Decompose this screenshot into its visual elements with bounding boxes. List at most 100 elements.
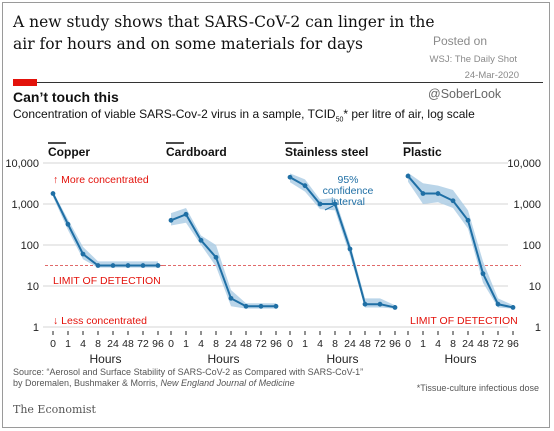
- x-tick-label: 0: [287, 338, 293, 350]
- data-point: [273, 303, 279, 309]
- x-tick-label: 1: [420, 338, 426, 350]
- x-tick-label: 8: [213, 338, 219, 350]
- subtitle-prefix: Concentration of viable SARS-Cov-2 virus…: [13, 107, 336, 121]
- x-tick-label: 96: [389, 338, 401, 350]
- x-tick-label: 4: [80, 338, 86, 350]
- x-tick-label: 4: [317, 338, 323, 350]
- data-point: [347, 246, 353, 252]
- source-note: Source: “Aerosol and Surface Stability o…: [13, 367, 393, 389]
- data-point: [95, 263, 101, 268]
- data-point: [332, 201, 338, 207]
- data-point: [183, 211, 189, 217]
- data-point: [362, 301, 368, 307]
- x-tick-label: 1: [183, 338, 189, 350]
- confidence-band: [53, 191, 158, 268]
- x-tick-label: 4: [435, 338, 441, 350]
- ci-label-line: 95%: [337, 174, 358, 186]
- y-tick-label-left: 1: [33, 322, 39, 334]
- posted-source-label: WSJ: The Daily Shot: [429, 54, 517, 65]
- x-tick-label: 24: [344, 338, 356, 350]
- subtitle-subscript: 50: [335, 116, 344, 124]
- brand-name: The Economist: [13, 403, 96, 416]
- y-tick-label-left: 100: [21, 240, 39, 252]
- title-rule: [13, 82, 543, 83]
- x-tick-label: 72: [255, 338, 267, 350]
- data-point: [302, 183, 308, 189]
- y-tick-label-right: 10,000: [507, 158, 541, 170]
- series-line: [170, 213, 276, 308]
- x-tick-label: 0: [405, 338, 411, 350]
- x-tick-label: 24: [107, 338, 119, 350]
- source-line-2: by Doremalen, Bushmaker & Morris, New En…: [13, 378, 393, 389]
- source-authors: by Doremalen, Bushmaker & Morris,: [13, 378, 161, 388]
- x-tick-label: 8: [450, 338, 456, 350]
- data-point: [125, 263, 131, 268]
- limit-of-detection-label: LIMIT OF DETECTION: [53, 275, 161, 287]
- panel-title: Plastic: [403, 145, 442, 159]
- data-point: [435, 191, 441, 196]
- data-point: [155, 263, 161, 268]
- chart-frame: A new study shows that SARS-CoV-2 can li…: [2, 2, 550, 428]
- x-tick-label: 4: [198, 338, 204, 350]
- ci-label-line: interval: [331, 196, 365, 208]
- data-point: [480, 271, 486, 277]
- data-point: [110, 263, 116, 268]
- data-point: [450, 198, 456, 204]
- confidence-band: [408, 172, 513, 309]
- confidence-band: [290, 173, 395, 309]
- x-tick-label: 96: [507, 338, 519, 350]
- y-tick-label-left: 10,000: [5, 158, 39, 170]
- footnote: *Tissue-culture infectious dose: [416, 383, 539, 393]
- subtitle-suffix: * per litre of air, log scale: [343, 107, 475, 121]
- series-line: [289, 176, 396, 309]
- limit-of-detection-label: LIMIT OF DETECTION: [410, 315, 518, 327]
- data-point: [50, 191, 56, 196]
- panel-title: Stainless steel: [285, 145, 368, 159]
- data-point: [317, 201, 323, 207]
- x-tick-label: 96: [152, 338, 164, 350]
- x-tick-label: 48: [359, 338, 371, 350]
- posted-on-label: Posted on: [432, 34, 487, 48]
- x-tick-label: 48: [122, 338, 134, 350]
- data-point: [168, 217, 174, 223]
- x-tick-label: 0: [50, 338, 56, 350]
- x-tick-label: 48: [240, 338, 252, 350]
- less-concentrated-label: ↓ Less concentrated: [53, 315, 147, 327]
- panel-title: Cardboard: [166, 145, 227, 159]
- y-tick-label-right: 1,000: [513, 199, 541, 211]
- x-tick-label: 1: [65, 338, 71, 350]
- x-axis-label: Hours: [326, 352, 358, 366]
- more-concentrated-label: ↑ More concentrated: [53, 174, 149, 186]
- data-point: [198, 237, 204, 243]
- data-point: [140, 263, 146, 268]
- data-point: [65, 221, 71, 227]
- data-point: [258, 303, 264, 309]
- confidence-band: [171, 207, 276, 309]
- y-tick-label-right: 100: [523, 240, 541, 252]
- data-point: [405, 173, 411, 179]
- x-tick-label: 72: [492, 338, 504, 350]
- source-journal: New England Journal of Medicine: [160, 378, 295, 388]
- y-tick-label-left: 10: [27, 281, 39, 293]
- series-line: [407, 175, 514, 309]
- x-tick-label: 8: [95, 338, 101, 350]
- x-tick-label: 24: [225, 338, 237, 350]
- headline: A new study shows that SARS-CoV-2 can li…: [13, 13, 435, 53]
- data-point: [377, 301, 383, 307]
- chart-title: Can’t touch this: [13, 89, 119, 105]
- x-tick-label: 1: [302, 338, 308, 350]
- ci-label-line: confidence: [323, 185, 374, 197]
- x-tick-label: 24: [462, 338, 474, 350]
- data-point: [465, 217, 471, 223]
- x-tick-label: 72: [137, 338, 149, 350]
- panel-title: Copper: [48, 145, 90, 159]
- ci-label-pointer: [324, 205, 334, 211]
- data-point: [392, 305, 398, 310]
- data-point: [495, 301, 501, 307]
- x-axis-label: Hours: [207, 352, 239, 366]
- y-tick-label-left: 1,000: [11, 199, 39, 211]
- x-axis-label: Hours: [89, 352, 121, 366]
- x-tick-label: 48: [477, 338, 489, 350]
- twitter-handle: @SoberLook: [428, 87, 502, 101]
